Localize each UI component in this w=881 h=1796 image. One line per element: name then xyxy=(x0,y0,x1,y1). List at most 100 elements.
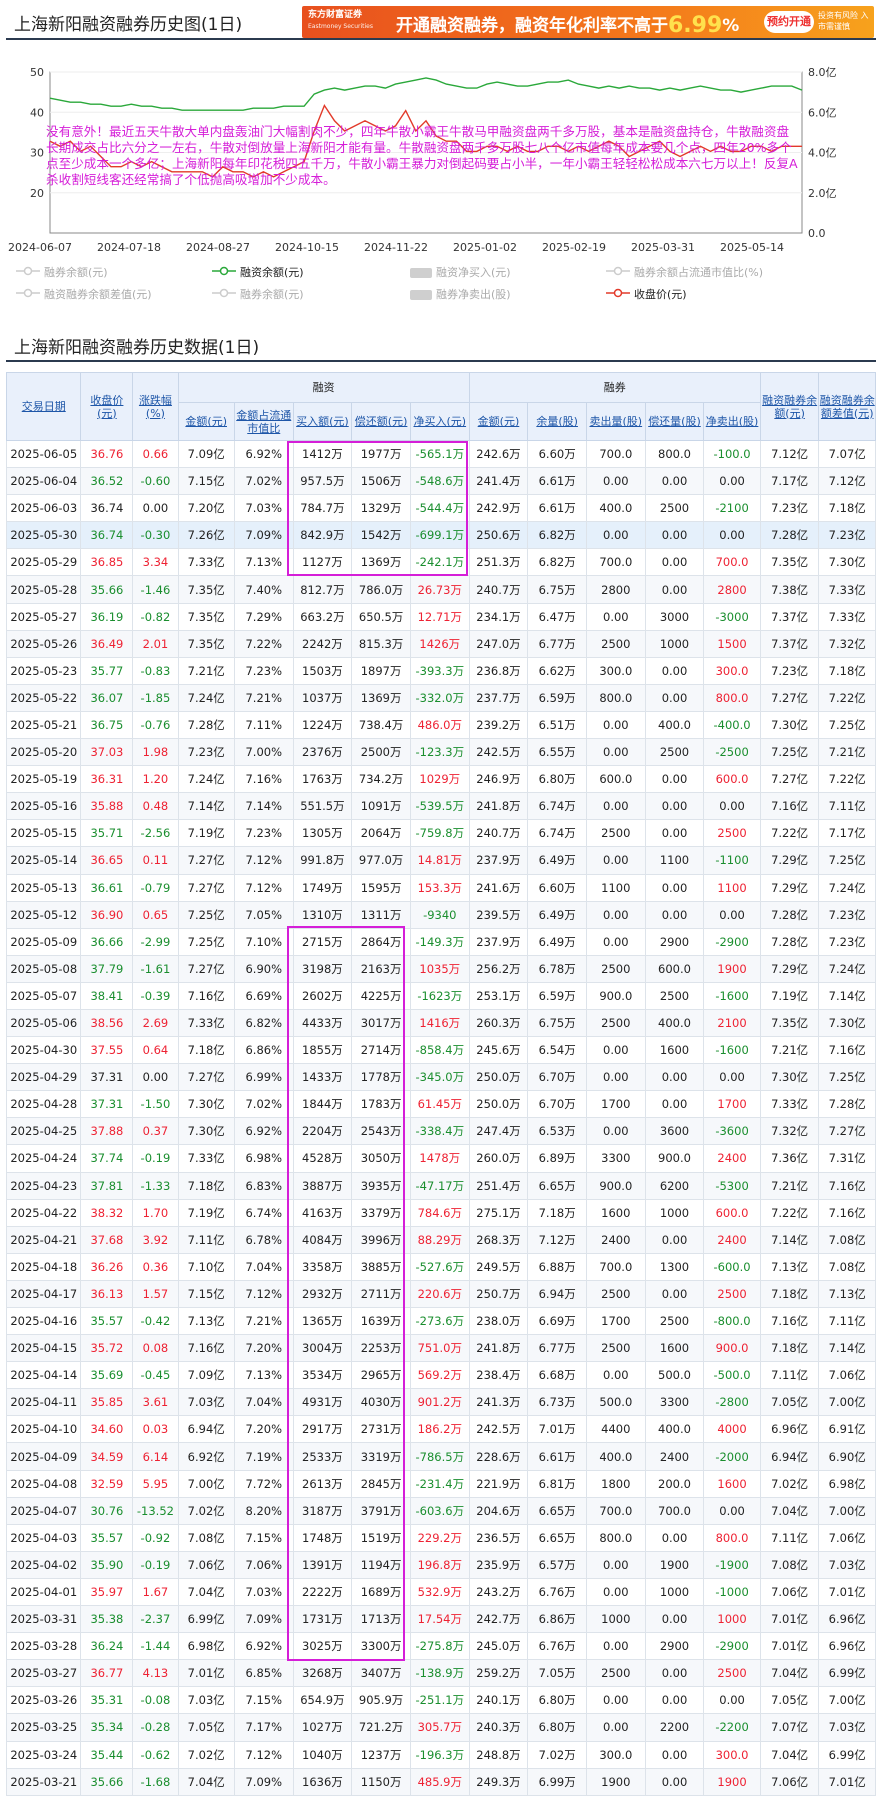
col-net-sell[interactable]: 净卖出(股) xyxy=(703,402,761,441)
table-row[interactable]: 2025-03-25 35.34 -0.28 7.05亿 7.17% 1027万 721.2… xyxy=(5,1713,876,1742)
table-cell: 7.21亿 xyxy=(177,656,235,685)
table-cell: 7.28亿 xyxy=(759,900,820,929)
series-line-financing-balance xyxy=(49,77,803,111)
table-row[interactable]: 2025-04-17 36.13 1.57 7.15亿 7.12% 2932万 2711万 2… xyxy=(5,1279,876,1309)
col-close[interactable]: 收盘价(元) xyxy=(80,372,134,441)
table-row[interactable]: 2025-05-22 36.07 -1.85 7.24亿 7.21% 1037万 1369万… xyxy=(5,683,876,712)
table-row[interactable]: 2025-04-07 30.76 -13.52 7.02亿 8.20% 3187万 3791… xyxy=(5,1496,876,1525)
table-row[interactable]: 2025-05-29 36.85 3.34 7.33亿 7.13% 1127万 1369万 -… xyxy=(5,548,876,577)
table-row[interactable]: 2025-06-04 36.52 -0.60 7.15亿 7.02% 957.5万 1506… xyxy=(5,467,876,496)
table-row[interactable]: 2025-05-08 37.79 -1.61 7.27亿 6.90% 3198万 2163万… xyxy=(5,954,876,983)
table-cell: 7.00% xyxy=(233,738,294,767)
legend-item[interactable]: 融资余额(元) xyxy=(212,264,304,282)
col-rz-ratio[interactable]: 金额占流通市值比 xyxy=(233,402,294,441)
table-row[interactable]: 2025-04-08 32.59 5.95 7.00亿 7.72% 2613万 2845万 -… xyxy=(5,1469,876,1498)
table-cell: 1500 xyxy=(703,629,761,658)
table-cell: 7.01亿 xyxy=(818,1767,876,1796)
table-row[interactable]: 2025-04-30 37.55 0.64 7.18亿 6.86% 1855万 2714万 -… xyxy=(5,1036,876,1065)
table-row[interactable]: 2025-05-16 35.88 0.48 7.14亿 7.14% 551.5万 1091万… xyxy=(5,792,876,821)
table-row[interactable]: 2025-05-21 36.75 -0.76 7.28亿 7.11% 1224万 738.4… xyxy=(5,710,876,740)
table-cell: 35.90 xyxy=(80,1550,134,1579)
legend-item[interactable]: 融资融券余额差值(元) xyxy=(16,286,152,304)
table-cell: 7.23亿 xyxy=(759,494,820,523)
table-row[interactable]: 2025-05-09 36.66 -2.99 7.25亿 7.10% 2715万 2864万… xyxy=(5,927,876,956)
table-row[interactable]: 2025-03-28 36.24 -1.44 6.98亿 6.92% 3025万 3300万… xyxy=(5,1632,876,1661)
table-cell: 2900 xyxy=(644,1632,705,1661)
table-row[interactable]: 2025-06-03 36.74 0.00 7.20亿 7.03% 784.7万 1329万… xyxy=(5,494,876,523)
table-cell: 2025-05-27 xyxy=(5,602,82,631)
table-cell: 256.2万 xyxy=(468,954,529,983)
table-row[interactable]: 2025-05-07 38.41 -0.39 7.16亿 6.69% 2602万 4225万… xyxy=(5,981,876,1010)
col-net-buy[interactable]: 净买入(元) xyxy=(409,402,470,441)
table-row[interactable]: 2025-04-02 35.90 -0.19 7.06亿 7.06% 1391万 1194万… xyxy=(5,1550,876,1579)
table-row[interactable]: 2025-04-22 38.32 1.70 7.19亿 6.74% 4163万 3379万 7… xyxy=(5,1198,876,1227)
col-rq-amount[interactable]: 金额(元) xyxy=(468,402,529,441)
table-cell: 247.4万 xyxy=(468,1117,529,1146)
col-repay[interactable]: 偿还额(元) xyxy=(351,402,411,441)
table-cell: 242.6万 xyxy=(468,439,529,469)
table-row[interactable]: 2025-05-27 36.19 -0.82 7.35亿 7.29% 663.2万 650.… xyxy=(5,602,876,631)
table-cell: 7.21亿 xyxy=(759,1036,820,1065)
table-cell: 500.0 xyxy=(585,1388,646,1417)
table-row[interactable]: 2025-04-16 35.57 -0.42 7.13亿 7.21% 1365万 1639万… xyxy=(5,1306,876,1336)
table-row[interactable]: 2025-06-05 36.76 0.66 7.09亿 6.92% 1412万 1977万 -… xyxy=(5,439,876,469)
table-row[interactable]: 2025-04-24 37.74 -0.19 7.33亿 6.98% 4528万 3050万… xyxy=(5,1144,876,1173)
table-row[interactable]: 2025-04-29 37.31 0.00 7.27亿 6.99% 1433万 1778万 -… xyxy=(5,1063,876,1092)
col-sell[interactable]: 卖出量(股) xyxy=(585,402,646,441)
table-row[interactable]: 2025-04-15 35.72 0.08 7.16亿 7.20% 3004万 2253万 7… xyxy=(5,1334,876,1363)
table-cell: 7.40% xyxy=(233,575,294,604)
legend-item[interactable]: 融券余额(元) xyxy=(212,286,304,304)
legend-item[interactable]: 收盘价(元) xyxy=(606,286,687,304)
legend-item[interactable]: 融券余额占流通市值比(%) xyxy=(606,264,763,282)
table-row[interactable]: 2025-04-09 34.59 6.14 6.92亿 7.19% 2533万 3319万 -… xyxy=(5,1442,876,1471)
col-rq-volume[interactable]: 余量(股) xyxy=(527,402,587,441)
table-row[interactable]: 2025-05-19 36.31 1.20 7.24亿 7.16% 1763万 734.2万… xyxy=(5,765,876,794)
col-total[interactable]: 融资融券余额(元) xyxy=(759,372,820,441)
table-row[interactable]: 2025-05-06 38.56 2.69 7.33亿 6.82% 4433万 3017万 1… xyxy=(5,1008,876,1038)
table-cell: -600.0 xyxy=(703,1252,761,1281)
table-cell: 7.33亿 xyxy=(177,1144,235,1173)
table-row[interactable]: 2025-05-20 37.03 1.98 7.23亿 7.00% 2376万 2500万 -… xyxy=(5,738,876,767)
col-buy[interactable]: 买入额(元) xyxy=(292,402,353,441)
legend-item[interactable]: 融券余额(元) xyxy=(16,264,108,282)
table-row[interactable]: 2025-04-28 37.31 -1.50 7.30亿 7.02% 1844万 1783万… xyxy=(5,1090,876,1119)
table-row[interactable]: 2025-04-25 37.88 0.37 7.30亿 6.92% 2204万 2543万 -… xyxy=(5,1117,876,1146)
table-row[interactable]: 2025-03-24 35.44 -0.62 7.02亿 7.12% 1040万 1237万… xyxy=(5,1740,876,1769)
ad-cta-button[interactable]: 预约开通 xyxy=(764,11,814,33)
table-cell: 1391万 xyxy=(292,1550,353,1579)
table-row[interactable]: 2025-05-30 36.74 -0.30 7.26亿 7.09% 842.9万 1542… xyxy=(5,521,876,550)
table-cell: -1600 xyxy=(703,981,761,1010)
legend-item[interactable]: 融券净卖出(股) xyxy=(410,286,511,304)
table-row[interactable]: 2025-03-21 35.66 -1.68 7.04亿 7.09% 1636万 1150万… xyxy=(5,1767,876,1796)
table-cell: 7.11亿 xyxy=(818,1306,876,1336)
table-row[interactable]: 2025-05-26 36.49 2.01 7.35亿 7.22% 2242万 815.3万… xyxy=(5,629,876,658)
table-row[interactable]: 2025-03-27 36.77 4.13 7.01亿 6.85% 3268万 3407万 -… xyxy=(5,1659,876,1688)
table-row[interactable]: 2025-04-23 37.81 -1.33 7.18亿 6.83% 3887万 3935万… xyxy=(5,1171,876,1200)
table-row[interactable]: 2025-05-15 35.71 -2.56 7.19亿 7.23% 1305万 2064万… xyxy=(5,819,876,848)
table-cell: 0.03 xyxy=(132,1415,179,1444)
table-cell: 7.18亿 xyxy=(759,1334,820,1363)
table-cell: 1035万 xyxy=(409,954,470,983)
table-row[interactable]: 2025-04-10 34.60 0.03 6.94亿 7.20% 2917万 2731万 1… xyxy=(5,1415,876,1444)
table-row[interactable]: 2025-04-11 35.85 3.61 7.03亿 7.04% 4931万 4030万 9… xyxy=(5,1388,876,1417)
table-row[interactable]: 2025-05-13 36.61 -0.79 7.27亿 7.12% 1749万 1595万… xyxy=(5,873,876,902)
col-rz-amount[interactable]: 金额(元) xyxy=(177,402,235,441)
table-row[interactable]: 2025-05-23 35.77 -0.83 7.21亿 7.23% 1503万 1897万… xyxy=(5,656,876,685)
table-row[interactable]: 2025-03-26 35.31 -0.08 7.03亿 7.15% 654.9万 905.… xyxy=(5,1686,876,1715)
table-row[interactable]: 2025-04-18 36.26 0.36 7.10亿 7.04% 3358万 3885万 -… xyxy=(5,1252,876,1281)
col-rq-repay[interactable]: 偿还量(股) xyxy=(644,402,705,441)
col-change[interactable]: 涨跌幅(%) xyxy=(132,372,179,441)
table-row[interactable]: 2025-04-03 35.57 -0.92 7.08亿 7.15% 1748万 1519万… xyxy=(5,1523,876,1552)
table-row[interactable]: 2025-03-31 35.38 -2.37 6.99亿 7.09% 1731万 1713万… xyxy=(5,1605,876,1634)
table-row[interactable]: 2025-04-21 37.68 3.92 7.11亿 6.78% 4084万 3996万 8… xyxy=(5,1225,876,1254)
ad-banner[interactable]: 东方财富证券 Eastmoney Securities 开通融资融券，融资年化利率… xyxy=(302,6,874,38)
table-row[interactable]: 2025-04-14 35.69 -0.45 7.09亿 7.13% 3534万 2965万… xyxy=(5,1361,876,1390)
col-diff[interactable]: 融资融券余额差值(元) xyxy=(818,372,876,441)
table-row[interactable]: 2025-05-12 36.90 0.65 7.25亿 7.05% 1310万 1311万 -… xyxy=(5,900,876,929)
table-cell: 0.00 xyxy=(132,494,179,523)
col-date[interactable]: 交易日期 xyxy=(5,372,82,441)
legend-item[interactable]: 融资净买入(元) xyxy=(410,264,511,282)
table-row[interactable]: 2025-05-14 36.65 0.11 7.27亿 7.12% 991.8万 977.0… xyxy=(5,846,876,875)
table-row[interactable]: 2025-04-01 35.97 1.67 7.04亿 7.03% 2222万 1689万 5… xyxy=(5,1577,876,1607)
table-row[interactable]: 2025-05-28 35.66 -1.46 7.35亿 7.40% 812.7万 786.… xyxy=(5,575,876,604)
